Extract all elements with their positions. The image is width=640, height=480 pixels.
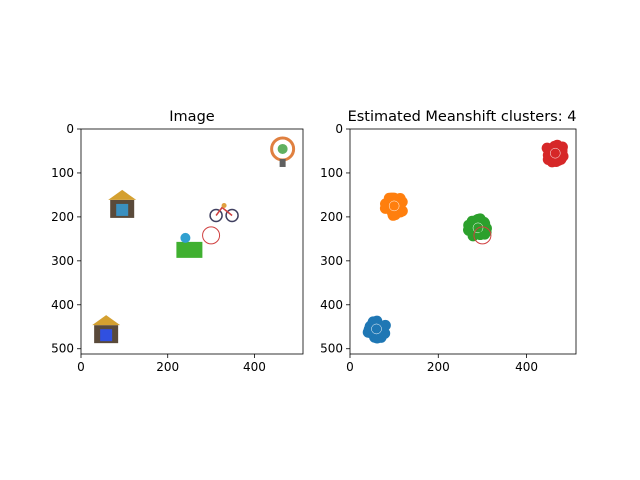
building-door (116, 203, 129, 216)
panel-clusters: Estimated Meanshift clusters: 4 0 200 4000… (320, 109, 576, 374)
y-tick-label: 200 (320, 210, 343, 224)
wheel-hub (277, 143, 288, 154)
cluster-3 (463, 213, 492, 242)
wheel-stand (279, 158, 286, 167)
y-tick-label: 300 (51, 254, 74, 268)
park-grass (176, 241, 203, 258)
panel-image-axes: 0 200 400 0 100 200 300 400 500 (51, 122, 266, 374)
target-marker-dot (478, 231, 487, 240)
bike-rider (221, 202, 227, 208)
y-tick-label: 400 (51, 298, 74, 312)
image-area (81, 129, 303, 354)
bike-wheel-rear (209, 208, 223, 223)
castle-emoji (92, 315, 121, 344)
cluster-center (388, 200, 400, 212)
cluster-center (550, 147, 561, 159)
y-tick-label: 300 (320, 254, 343, 268)
park-fountain (180, 232, 191, 243)
building-roof (92, 315, 121, 326)
x-tick-label: 400 (515, 360, 538, 374)
cluster-center (371, 323, 382, 335)
cluster-area (350, 129, 576, 354)
panel-clusters-axes: 0 200 400 0 100 200 300 400 500 (320, 122, 538, 374)
y-tick-label: 500 (51, 342, 74, 356)
bike-wheel-front (225, 208, 239, 223)
panel-image-title: Image (169, 109, 214, 125)
cluster-point (541, 142, 553, 154)
x-tick-label: 0 (346, 360, 354, 374)
target-marker (202, 226, 221, 245)
y-tick-label: 200 (51, 210, 74, 224)
building-roof (108, 189, 137, 200)
y-tick-label: 500 (320, 342, 343, 356)
x-tick-label: 200 (427, 360, 450, 374)
bike-frame (215, 206, 233, 217)
y-tick-label: 0 (335, 122, 343, 136)
park-emoji (176, 232, 203, 258)
cluster-1 (362, 315, 391, 344)
bicycle-emoji (209, 202, 239, 223)
y-tick-label: 100 (320, 166, 343, 180)
y-tick-label: 100 (51, 166, 74, 180)
shrine-emoji (108, 189, 137, 218)
cluster-4 (541, 139, 569, 168)
x-tick-label: 400 (243, 360, 266, 374)
ferris-wheel-emoji (270, 136, 296, 167)
cluster-content (362, 139, 569, 344)
x-tick-label: 200 (156, 360, 179, 374)
target-marker (473, 226, 492, 245)
x-tick-label: 0 (77, 360, 85, 374)
y-tick-label: 400 (320, 298, 343, 312)
panel-image-frame (80, 128, 304, 355)
y-tick-label: 0 (66, 122, 74, 136)
panel-image: Image 0 200 400 0 100 200 300 400 500 (51, 109, 304, 374)
cluster-2 (379, 192, 408, 221)
building-door (100, 329, 113, 342)
panel-clusters-frame (349, 128, 577, 355)
image-content (92, 136, 296, 344)
panel-clusters-title: Estimated Meanshift clusters: 4 (348, 109, 577, 125)
